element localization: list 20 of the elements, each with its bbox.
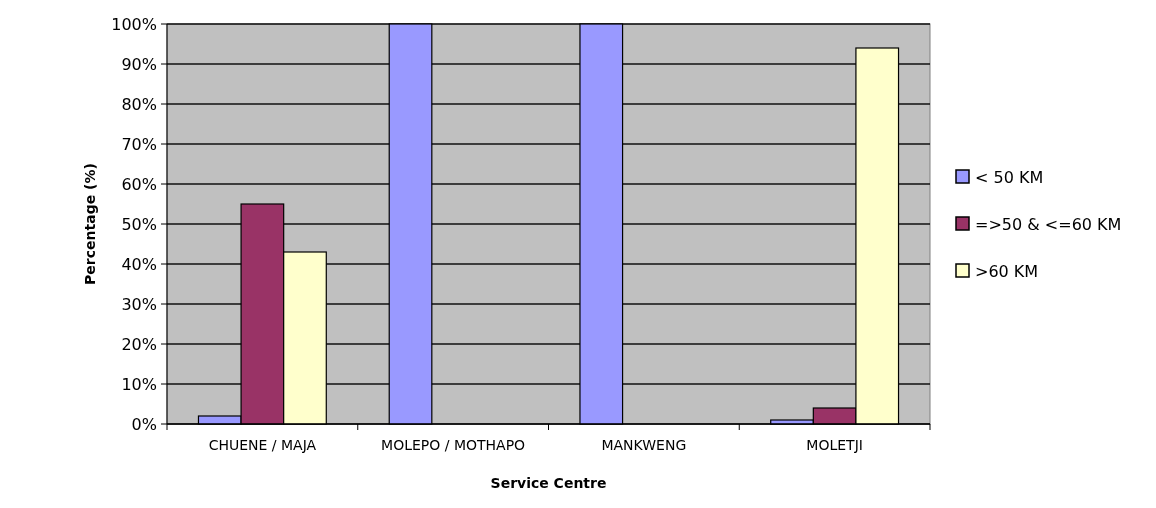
y-tick-label: 50% [121, 214, 157, 234]
y-tick-label: 90% [121, 54, 157, 74]
y-tick-label: 100% [111, 14, 157, 34]
x-tick-label: MOLETJI [806, 437, 863, 453]
legend-label: >60 KM [975, 261, 1039, 281]
y-tick-label: 10% [121, 374, 157, 394]
legend-label: =>50 & <=60 KM [975, 214, 1122, 234]
x-axis-title: Service Centre [490, 475, 607, 491]
x-tick-label: CHUENE / MAJA [208, 437, 317, 453]
y-tick-label: 20% [121, 334, 157, 354]
y-tick-label: 60% [121, 174, 157, 194]
x-tick-label: MOLEPO / MOTHAPO [381, 437, 526, 453]
x-tick-label: MANKWENG [601, 437, 687, 453]
y-tick-label: 30% [121, 294, 157, 314]
y-tick-label: 40% [121, 254, 157, 274]
y-axis-title: Percentage (%) [82, 163, 98, 285]
y-tick-label: 70% [121, 134, 157, 154]
y-tick-label: 80% [121, 94, 157, 114]
legend-label: < 50 KM [975, 167, 1044, 187]
y-tick-label: 0% [131, 414, 157, 434]
